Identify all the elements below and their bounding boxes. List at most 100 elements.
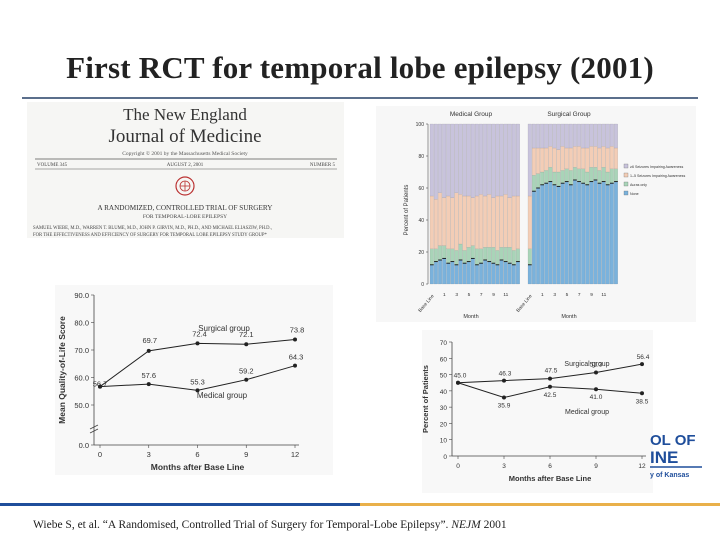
surgical-bar-segment xyxy=(601,123,606,147)
ytick-label: 20 xyxy=(440,421,448,428)
medical-data-label: 59.2 xyxy=(239,367,254,376)
surgical-bar-segment xyxy=(527,195,532,249)
bar-medical-xlabel: Month xyxy=(463,314,478,320)
axis-break xyxy=(89,424,99,430)
surgical-bar-segment xyxy=(564,123,569,149)
surgical-data-label: 69.7 xyxy=(142,336,157,345)
medical-data-label: 41.0 xyxy=(590,394,603,401)
surgical-bar-segment xyxy=(577,123,581,147)
medical-bar-segment xyxy=(507,123,512,198)
medical-bar-segment xyxy=(470,123,475,198)
medical-bar-segment xyxy=(511,264,516,285)
ytick-label: 70 xyxy=(440,340,448,347)
ytick-label: 50.0 xyxy=(74,401,89,410)
surgical-xtick-label: 1 xyxy=(541,292,544,298)
medical-bar-segment xyxy=(511,123,516,197)
medical-bar-segment xyxy=(438,259,442,285)
medical-bar-segment xyxy=(429,248,434,265)
qol-svg: 0.0 50.0 60.0 70.0 80.0 90.0 0 3 6 9 12 Months afte… xyxy=(57,291,304,472)
nejm-seal xyxy=(175,176,195,196)
surgical-point xyxy=(293,337,297,342)
medical-bar-segment xyxy=(470,258,475,285)
surgical-bar-segment xyxy=(589,146,594,168)
surgical-bar-segment xyxy=(560,146,565,171)
surgical-bar-segment xyxy=(532,123,536,149)
surgical-bar-segment xyxy=(585,147,590,173)
medical-point xyxy=(244,377,249,382)
medical-bar-segment xyxy=(487,261,492,285)
surgical-bar-segment xyxy=(585,171,590,185)
nejm-copyright: Copyright © 2001 by the Massachusetts Me… xyxy=(122,150,248,157)
surgical-series-name: Surgical group xyxy=(564,361,609,368)
medical-bar-segment xyxy=(458,259,463,285)
medical-bar-segment xyxy=(503,261,508,285)
xtick-label: 3 xyxy=(147,450,151,459)
medical-bar-segment xyxy=(495,250,500,265)
medical-bar-segment xyxy=(516,261,520,285)
medical-point xyxy=(640,391,644,396)
medical-xtick-label: 7 xyxy=(480,292,483,298)
surgical-bar-segment xyxy=(568,147,573,171)
citation-journal: NEJM xyxy=(451,519,481,531)
medical-bar-segment xyxy=(442,258,447,285)
surgical-bar-segment xyxy=(609,146,614,169)
medical-bar-segment xyxy=(446,123,451,197)
surgical-data-label: 45.0 xyxy=(454,373,467,380)
medical-bar-segment xyxy=(479,248,483,264)
ytick-label: 60 xyxy=(440,356,448,363)
x-axis-label: Months after Base Line xyxy=(509,474,592,483)
medical-point xyxy=(548,384,552,389)
surgical-bar-segment xyxy=(568,123,573,149)
medical-data-label: 64.3 xyxy=(289,353,304,362)
surgical-bar-segment xyxy=(564,147,569,169)
medical-bar-segment xyxy=(446,263,451,285)
surgical-bar-segment xyxy=(593,167,598,181)
medical-bar-segment xyxy=(503,194,508,248)
medical-bar-segment xyxy=(454,264,459,285)
surgical-bar-segment xyxy=(605,171,610,185)
surgical-bar-segment xyxy=(614,123,618,149)
bar-legend-label: None xyxy=(630,192,639,196)
medical-bar-segment xyxy=(450,261,455,285)
medical-xtick-label: 5 xyxy=(468,292,471,298)
medical-bar-segment xyxy=(450,123,455,198)
medical-bar-segment xyxy=(470,197,475,246)
medical-bar-segment xyxy=(434,248,438,262)
medical-bar-segment xyxy=(483,259,488,285)
medical-bar-segment xyxy=(438,123,442,193)
medical-data-label: 35.9 xyxy=(498,403,511,410)
medical-bar-segment xyxy=(507,263,512,285)
xtick-label: 6 xyxy=(548,463,552,470)
surgical-data-label: 46.3 xyxy=(499,371,512,378)
medical-bar-segment xyxy=(454,192,459,251)
surgical-bar-segment xyxy=(609,168,614,184)
surgical-data-label: 51.3 xyxy=(590,361,603,368)
surgical-bar-segment xyxy=(605,147,610,173)
surgical-bar-segment xyxy=(552,147,557,173)
surgical-xtick-label: 7 xyxy=(578,292,581,298)
medical-data-label: 57.6 xyxy=(141,371,156,380)
medical-bar-segment xyxy=(499,123,504,197)
footer-stripe-gold xyxy=(360,503,720,506)
surgical-bar-segment xyxy=(540,184,545,285)
ytick-label: 60.0 xyxy=(74,374,89,383)
medical-xtick-label: Base Line xyxy=(417,293,436,313)
surgical-point xyxy=(548,376,552,381)
surgical-bar-segment xyxy=(589,181,594,285)
medical-bar-segment xyxy=(516,123,520,197)
bar-legend-label: ≥6 Seizures Impairing Awareness xyxy=(630,165,683,169)
medical-bar-segment xyxy=(491,247,496,264)
medical-bar-segment xyxy=(487,247,492,262)
citation: Wiebe S, et al. “A Randomised, Controlle… xyxy=(33,519,507,531)
medical-bar-segment xyxy=(446,248,451,264)
surgical-bar-segment xyxy=(585,123,590,149)
ytick-label: 80.0 xyxy=(74,319,89,328)
surgical-bar-segment xyxy=(532,191,536,285)
medical-series-name: Medical group xyxy=(197,391,248,400)
medical-bar-segment xyxy=(483,247,488,261)
footer-stripe xyxy=(0,503,720,513)
medical-bar-segment xyxy=(458,194,463,245)
medical-bar-segment xyxy=(429,195,434,249)
surgical-bar-segment xyxy=(548,181,553,285)
